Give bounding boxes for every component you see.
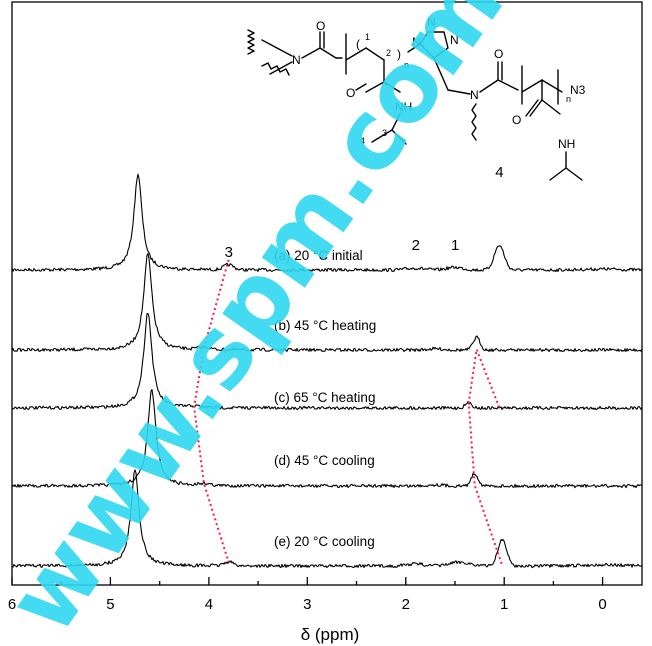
bond bbox=[391, 113, 401, 131]
bond bbox=[371, 129, 393, 143]
paren-open: ( bbox=[356, 37, 360, 51]
x-axis bbox=[11, 1, 643, 586]
bond bbox=[529, 99, 543, 117]
spectrum-line-e bbox=[11, 469, 643, 569]
series-label-a: (a) 20 °C initial bbox=[274, 248, 363, 263]
x-axis-title: δ (ppm) bbox=[301, 625, 360, 644]
spectra-group bbox=[11, 173, 643, 569]
x-tick-label-4: 4 bbox=[205, 596, 213, 613]
atom-nh1: NH bbox=[395, 100, 412, 114]
bond bbox=[541, 99, 561, 115]
x-tick-label-1: 1 bbox=[500, 596, 508, 613]
bond bbox=[497, 79, 519, 91]
atom-o3: O bbox=[494, 47, 503, 61]
x-tick-label-3: 3 bbox=[303, 596, 311, 613]
guide-peak-4-shift bbox=[467, 345, 504, 566]
bond bbox=[525, 99, 539, 117]
plot-frame bbox=[11, 1, 643, 586]
peak-labels: 3 2 1 4 bbox=[225, 164, 504, 261]
spectrum-line-b bbox=[11, 252, 643, 353]
bond bbox=[479, 79, 499, 93]
peak-label-4: 4 bbox=[495, 164, 503, 181]
series-label-b: (b) 45 °C heating bbox=[274, 318, 376, 333]
bond bbox=[433, 57, 449, 91]
chemical-structure: N O ( 1 2 ) n O NH 3 4 N N N N bbox=[247, 15, 586, 181]
atom-o4: O bbox=[512, 113, 521, 127]
bond bbox=[549, 167, 567, 181]
atom-n1: N bbox=[292, 53, 301, 67]
bond bbox=[391, 129, 407, 145]
carbon-3-label: 3 bbox=[382, 128, 387, 138]
bond bbox=[355, 83, 367, 91]
atom-n2: N bbox=[470, 88, 479, 102]
paren-close: ) bbox=[397, 47, 401, 61]
atom-n-triazole-2: N bbox=[427, 15, 436, 29]
bond bbox=[407, 43, 421, 53]
wavy-bond-2 bbox=[261, 62, 290, 76]
atom-o2: O bbox=[346, 86, 355, 100]
atom-n-triazole-1: N bbox=[412, 35, 421, 49]
bond bbox=[447, 89, 471, 95]
series-label-e: (e) 20 °C cooling bbox=[274, 534, 375, 549]
x-tick-label-0: 0 bbox=[598, 596, 606, 613]
bond bbox=[261, 39, 293, 57]
x-tick-label-2: 2 bbox=[402, 596, 410, 613]
series-labels: (a) 20 °C initial (b) 45 °C heating (c) 65… bbox=[274, 248, 376, 549]
x-axis-ticks: 6 5 4 3 2 1 0 bbox=[8, 577, 607, 613]
triazole-ring bbox=[419, 31, 449, 59]
repeat-n1: n bbox=[404, 60, 409, 70]
bond bbox=[301, 47, 321, 59]
repeat-n2: n bbox=[566, 94, 571, 104]
series-label-d: (d) 45 °C cooling bbox=[274, 453, 375, 468]
peak-label-1: 1 bbox=[451, 237, 459, 254]
bond bbox=[345, 47, 367, 61]
atom-nh2: NH bbox=[558, 137, 575, 151]
spectrum-line-a bbox=[11, 173, 643, 273]
bond bbox=[365, 47, 385, 61]
atom-n3-azide: N3 bbox=[570, 83, 586, 97]
guide-peak-3-shift bbox=[193, 259, 230, 563]
wavy-bond-3 bbox=[471, 103, 477, 141]
bond bbox=[565, 167, 583, 181]
x-tick-label-5: 5 bbox=[106, 596, 114, 613]
atom-n-triazole-3: N bbox=[450, 33, 459, 47]
bond bbox=[319, 47, 337, 59]
spectrum-line-d bbox=[11, 389, 643, 489]
bond bbox=[383, 81, 401, 93]
series-label-c: (c) 65 °C heating bbox=[274, 390, 375, 405]
carbon-2-label: 2 bbox=[386, 48, 391, 58]
carbon-4-label: 4 bbox=[360, 136, 365, 146]
atom-o1: O bbox=[316, 19, 325, 33]
peak-guides bbox=[193, 259, 504, 566]
bond bbox=[521, 79, 543, 93]
x-tick-label-6: 6 bbox=[8, 596, 16, 613]
peak-label-2: 2 bbox=[412, 237, 420, 254]
wavy-bond-1 bbox=[247, 29, 255, 55]
spectrum-line-c bbox=[11, 313, 643, 411]
peak-label-3: 3 bbox=[225, 244, 233, 261]
carbon-1-label: 1 bbox=[365, 32, 370, 42]
bond bbox=[365, 81, 385, 93]
bond bbox=[269, 61, 293, 75]
